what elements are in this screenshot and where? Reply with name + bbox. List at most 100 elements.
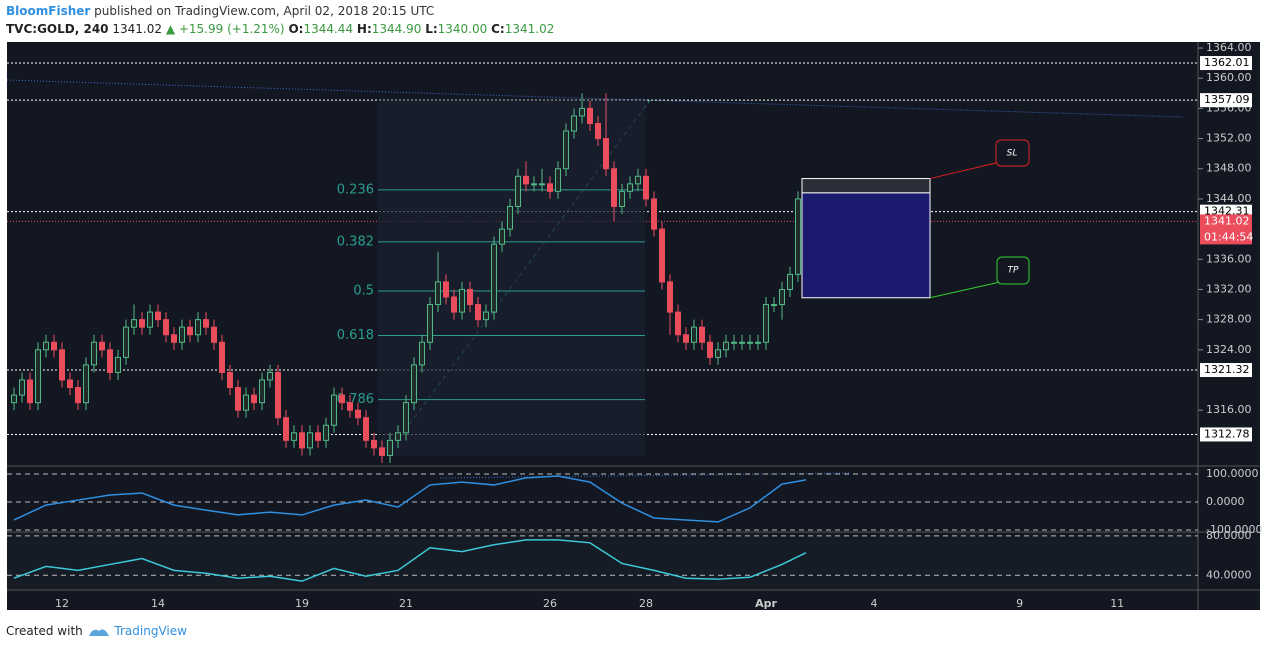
candle-body (219, 341, 225, 373)
candle-body (99, 341, 105, 351)
candle-body (651, 198, 657, 230)
sl-box (995, 139, 1030, 167)
candle-body (195, 319, 201, 336)
candle-body (347, 402, 353, 411)
fib-label: 0.786 (337, 392, 374, 407)
candle-body (115, 356, 121, 373)
candle-body (251, 394, 257, 404)
last: 1341.02 (112, 22, 162, 36)
author[interactable]: BloomFisher (6, 4, 91, 18)
fib-label: 0.618 (337, 328, 374, 343)
created: Created with (6, 624, 83, 638)
fib-label: 0.382 (337, 234, 374, 249)
candle-body (331, 394, 337, 426)
indicator-tick-label: -100.0000 (1206, 523, 1262, 536)
candle-body (155, 311, 161, 321)
candle-body (27, 379, 33, 404)
candle-body (19, 379, 25, 396)
candle-body (339, 394, 345, 404)
candle-body (507, 205, 513, 230)
candle-body (139, 319, 145, 328)
candle-body (483, 311, 489, 321)
candle-body (739, 341, 745, 344)
candle-body (187, 326, 193, 336)
current-label: 1341.02 (1204, 214, 1250, 227)
candle-body (275, 371, 281, 419)
brand[interactable]: TradingView (114, 624, 187, 638)
level-label: 1362.01 (1204, 56, 1250, 69)
y-tick-label: 1324.00 (1206, 343, 1252, 356)
candle-body (787, 273, 793, 290)
y-tick-label: 1344.00 (1206, 192, 1252, 205)
candle-body (731, 341, 737, 344)
sl-pointer (929, 161, 1001, 180)
y-tick-label: 1352.00 (1206, 132, 1252, 145)
candle-body (379, 447, 385, 456)
candle-body (643, 175, 649, 200)
indicator-tick-label: 0.0000 (1206, 495, 1245, 508)
y-tick-label: 1360.00 (1206, 71, 1252, 84)
candle-body (627, 183, 633, 192)
level-label: 1312.78 (1204, 427, 1250, 440)
indicator-tick-label: 40.0000 (1206, 568, 1252, 581)
x-tick-label: 21 (399, 597, 413, 610)
candle-body (539, 183, 545, 186)
candle-body (683, 334, 689, 343)
candle-body (595, 122, 601, 140)
candle-body (147, 311, 153, 328)
candle-body (419, 341, 425, 366)
candle-body (259, 379, 265, 404)
c-label: C: (491, 22, 505, 36)
candle-body (723, 341, 729, 351)
indicator-tick-label: 100.0000 (1206, 467, 1259, 480)
candle-body (579, 107, 585, 117)
candle-body (75, 387, 81, 404)
x-tick-label: 19 (295, 597, 309, 610)
candle-body (427, 304, 433, 343)
x-tick-label: 9 (1016, 597, 1023, 610)
candle-body (267, 371, 273, 381)
candle-body (443, 281, 449, 298)
candle-body (451, 296, 457, 313)
l-label: L: (425, 22, 438, 36)
published: published on TradingView.com, April 02, … (94, 4, 435, 18)
candle-body (211, 326, 217, 343)
x-tick-label: 28 (639, 597, 653, 610)
candle-body (675, 311, 681, 336)
x-tick-label: 12 (55, 597, 69, 610)
y-tick-label: 1348.00 (1206, 162, 1252, 175)
candle-body (43, 341, 49, 351)
level-box (1200, 56, 1252, 71)
h: 1344.90 (371, 22, 422, 36)
current-box (1200, 214, 1252, 245)
candle-body (11, 394, 17, 404)
candle-body (547, 183, 553, 192)
candle-body (123, 326, 129, 358)
candle-body (619, 190, 625, 207)
candle-body (475, 304, 481, 321)
candle-body (435, 281, 441, 306)
footer: Created with TradingView (6, 624, 187, 638)
candle-body (179, 326, 185, 343)
logo (88, 628, 109, 636)
y-tick-label: 1316.00 (1206, 403, 1252, 416)
x-tick-label: 14 (151, 597, 165, 610)
candle-body (283, 417, 289, 441)
candle-body (163, 319, 169, 336)
candle-body (699, 326, 705, 343)
level-label: 1321.32 (1204, 363, 1250, 376)
candle-body (611, 168, 617, 207)
candle-body (67, 379, 73, 389)
candle-body (291, 432, 297, 441)
candle-body (355, 409, 361, 419)
tp-label: TP (1008, 266, 1019, 276)
candle-body (35, 349, 41, 404)
fib-label: 0.236 (337, 182, 374, 197)
symbol: TVC:GOLD, 240 (6, 22, 109, 36)
candle-body (499, 228, 505, 245)
candle-body (371, 439, 377, 449)
candle-body (667, 281, 673, 313)
tp-box (996, 256, 1030, 285)
candle-body (59, 349, 65, 381)
